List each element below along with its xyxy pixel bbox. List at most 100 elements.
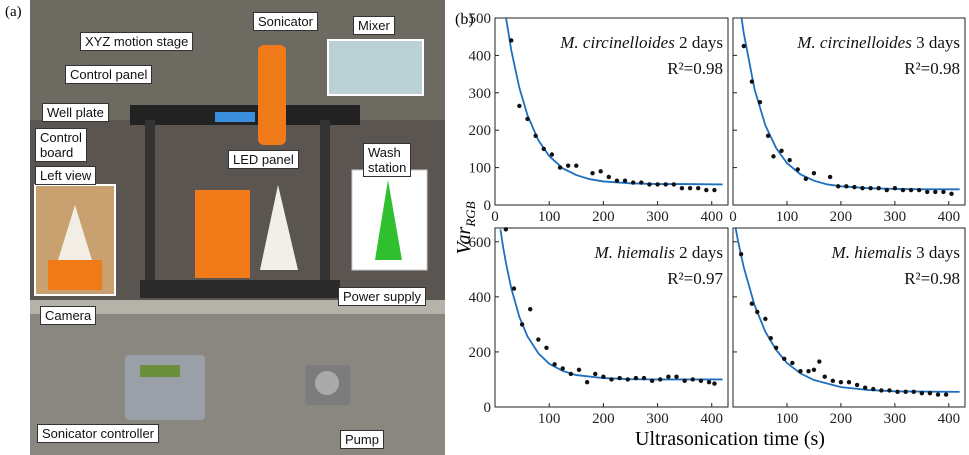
data-point [663,182,668,187]
plot-frame [494,17,729,206]
data-point [647,182,652,187]
data-point [511,286,517,291]
data-point [704,187,709,193]
annotation: M. circinelloides 2 days [559,33,723,52]
y-tick-label: 400 [469,48,492,64]
y-tick-label: 500 [469,11,492,27]
data-point [787,157,792,163]
data-point [541,146,546,152]
data-point [911,389,916,395]
photo-label: Mixer [353,16,395,35]
data-point [943,392,949,397]
mixer-inset [327,39,424,96]
data-point [560,366,565,371]
photo-label-line: station [368,160,407,175]
x-tick-label: 200 [830,411,853,427]
data-point [854,382,860,388]
photo-label: Well plate [42,103,109,122]
data-point [892,185,898,191]
y-tick-label: 200 [469,123,492,139]
plot-frame [494,227,729,408]
data-point [862,385,868,390]
data-point [763,316,768,322]
x-tick-label: 100 [538,209,561,225]
data-point [706,380,712,385]
data-point [806,369,811,374]
data-point [755,309,760,315]
data-point [935,392,941,397]
y-tick-label: 100 [469,161,492,177]
photo-label-line: Left view [40,168,92,183]
data-point [655,182,660,187]
y-tick-label: 0 [484,400,492,416]
data-point [908,187,914,193]
x-tick-label: 400 [700,411,723,427]
y-axis-label: VarRGB [453,201,478,254]
species: M. hiemalis [594,243,676,262]
data-point [617,375,622,381]
data-point [836,184,841,189]
y-tick-label: 400 [469,290,492,306]
data-point [576,367,582,373]
data-point [568,371,574,377]
data-point [790,360,795,366]
data-point [830,378,836,384]
data-point [606,174,611,180]
photo-label-line: Camera [45,308,92,323]
sonicator-holder [258,45,286,145]
wash-station-model [375,180,402,260]
annotation: M. hiemalis 2 days [594,243,723,262]
annotation: M. hiemalis 3 days [831,243,960,262]
x-tick-label: 300 [646,209,669,225]
photo-label: Control panel [65,65,153,84]
data-point [630,180,636,185]
base-plate [140,280,340,298]
cone-inset [55,205,95,270]
data-point [712,187,717,193]
data-point [768,335,773,341]
subplot: 100 200 300 400 0 200 400 600 M. hiemalis 2 days… [469,227,729,427]
photo-label: Pump [340,430,384,449]
plot-frame [732,17,966,206]
data-point [598,169,603,174]
x-tick-label: 100 [776,411,799,427]
photo-label-line: LED panel [233,152,294,167]
data-point [544,345,549,350]
photo-label-line: board [40,145,74,160]
photo-label: Control board [35,128,87,162]
photo-label: Wash station [363,143,412,177]
photo-label: Sonicator controller [37,424,159,443]
data-point [868,185,873,191]
data-point [933,189,938,195]
data-point [695,185,701,191]
data-point [916,187,922,193]
photo-label: Left view [35,166,97,185]
data-point [900,187,906,193]
data-point [641,375,647,381]
species: M. circinelloides [559,33,675,52]
age: 3 days [916,33,960,52]
controller-display [140,365,180,377]
data-point [601,374,606,379]
data-point [658,377,663,382]
data-point [519,322,525,327]
age: 2 days [679,243,723,262]
data-point [741,43,746,49]
data-point [844,184,849,189]
x-axis-label: Ultrasonication time (s) [635,428,825,450]
data-point [633,375,639,381]
data-point [549,152,555,157]
panel-label: (b) [455,11,474,28]
data-point [827,174,833,180]
data-point [557,165,563,170]
data-point [698,378,704,384]
data-point [749,301,755,306]
photo-label-line: Mixer [358,18,390,33]
photo-label-line: Well plate [47,105,104,120]
r-squared: R²=0.98 [904,59,960,78]
data-point [609,377,614,382]
x-tick-label: 200 [592,209,615,225]
data-point [712,381,717,386]
data-point [822,374,827,379]
data-point [927,391,933,396]
